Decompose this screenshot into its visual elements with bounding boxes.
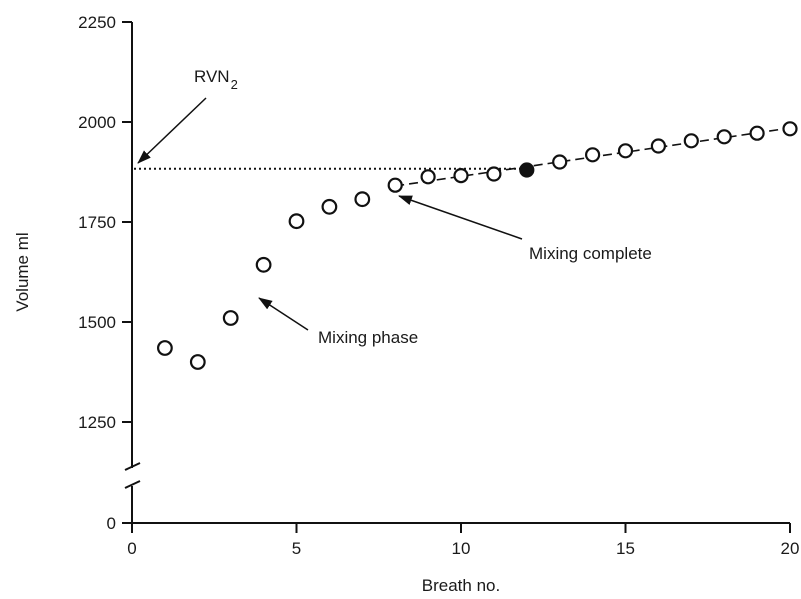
- data-point: [255, 256, 272, 273]
- data-point: [584, 147, 601, 163]
- x-tick-label: 20: [781, 539, 800, 558]
- data-point: [782, 121, 798, 137]
- data-point: [288, 213, 305, 230]
- x-axis-title: Breath no.: [422, 576, 500, 595]
- mixing-phase-label: Mixing phase: [318, 328, 418, 347]
- y-ticks: 0 1250 1500 1750 2000 2250: [78, 13, 132, 533]
- x-tick-label: 0: [127, 539, 136, 558]
- data-point: [683, 133, 699, 149]
- mixing-complete-label: Mixing complete: [529, 244, 652, 263]
- y-tick-label: 2000: [78, 113, 116, 132]
- x-tick-label: 10: [452, 539, 471, 558]
- data-point: [749, 125, 765, 141]
- y-tick-label: 2250: [78, 13, 116, 32]
- y-axis-title: Volume ml: [13, 232, 32, 311]
- data-point: [156, 340, 173, 356]
- rv-arrow: [137, 97, 207, 164]
- data-point: [222, 310, 239, 326]
- axis-break-mark: [124, 462, 141, 489]
- y-tick-label: 1500: [78, 313, 116, 332]
- data-point: [420, 169, 436, 185]
- y-tick-label: 1750: [78, 213, 116, 232]
- data-point: [486, 166, 502, 182]
- rv-label: RVN2: [194, 67, 238, 92]
- data-point: [321, 198, 338, 215]
- y-tick-label: 1250: [78, 413, 116, 432]
- axes: [124, 22, 790, 524]
- data-point: [552, 154, 568, 170]
- data-point: [617, 143, 634, 159]
- rv-label-main: RVN: [194, 67, 230, 86]
- mixing-complete-arrow: [398, 195, 523, 240]
- mixing-phase-arrow: [258, 297, 309, 331]
- data-point: [650, 138, 667, 154]
- x-ticks: 0 5 10 15 20: [127, 523, 799, 558]
- data-point: [387, 177, 403, 193]
- data-point: [189, 354, 206, 370]
- y-tick-label: 0: [107, 514, 116, 533]
- x-tick-label: 15: [616, 539, 635, 558]
- rv-label-subscript: 2: [231, 77, 238, 92]
- data-point: [354, 191, 371, 208]
- data-point: [453, 168, 469, 184]
- data-point: [716, 129, 732, 145]
- x-tick-label: 5: [292, 539, 301, 558]
- data-points: [156, 121, 798, 370]
- data-point-filled: [519, 162, 535, 178]
